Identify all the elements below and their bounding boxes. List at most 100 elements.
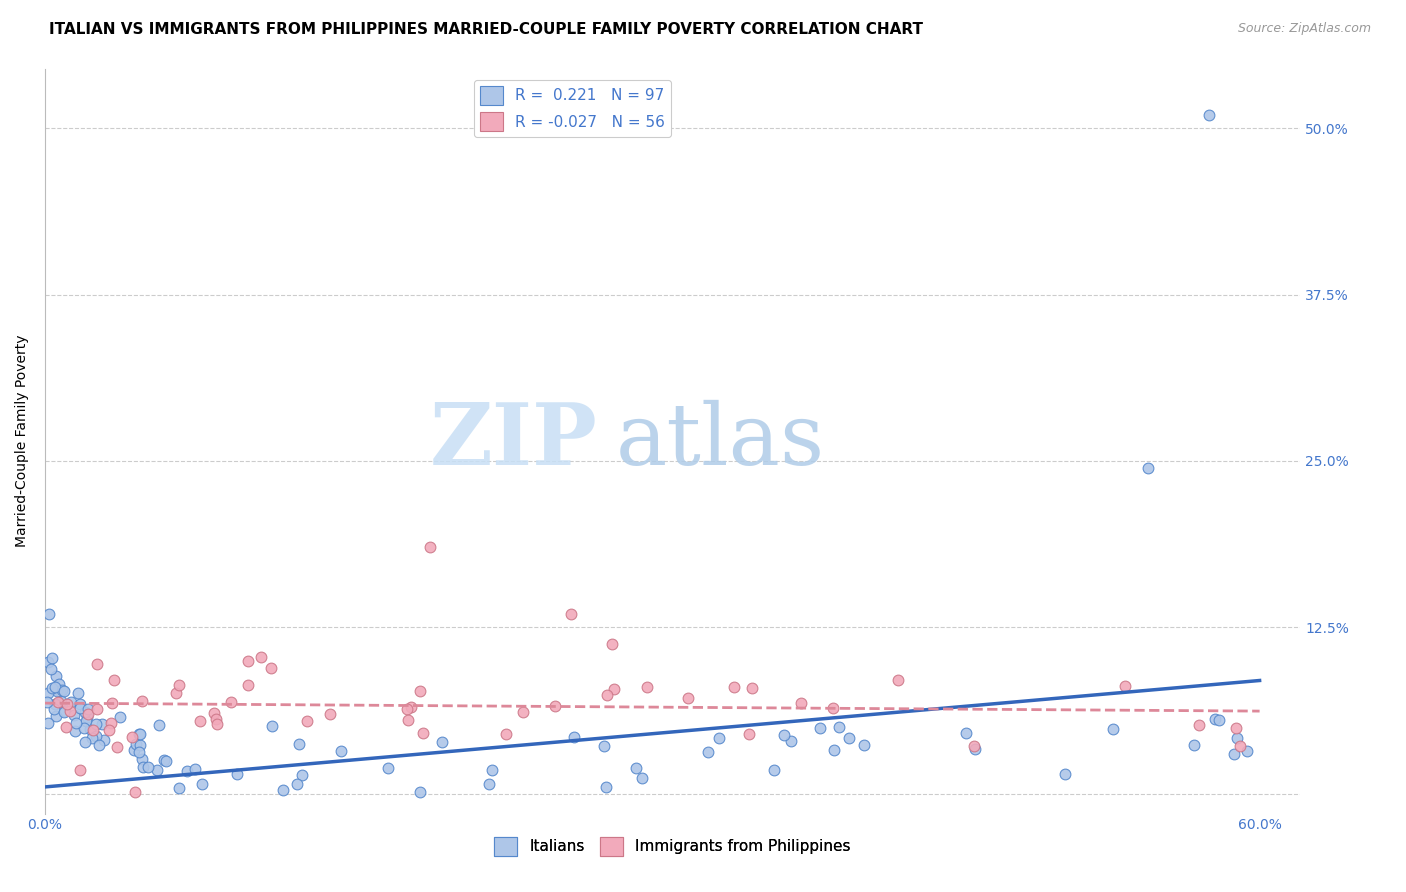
Point (260, 719, 283, 733)
Point (100, 716, 122, 731)
Point (66, 686, 89, 700)
Point (103, 673, 125, 687)
Point (1137, 460, 1160, 475)
Point (77, 702, 100, 716)
Point (772, 728, 794, 742)
Point (823, 742, 845, 756)
Point (76, 706, 98, 721)
Point (823, 701, 845, 715)
Point (319, 707, 342, 722)
Point (110, 710, 132, 724)
Point (432, 735, 454, 749)
Point (295, 714, 318, 729)
Point (963, 739, 986, 753)
Point (37, 715, 59, 730)
Point (82, 723, 104, 737)
Point (44, 680, 66, 694)
Point (596, 689, 619, 703)
Point (121, 730, 143, 744)
Point (780, 734, 803, 748)
Point (59, 704, 82, 718)
Point (131, 694, 153, 708)
Point (1236, 744, 1258, 758)
Point (91, 716, 114, 731)
Point (219, 695, 242, 709)
Point (37, 686, 59, 700)
Point (636, 680, 658, 694)
Point (45, 669, 67, 683)
Point (53, 705, 76, 719)
Point (852, 738, 875, 752)
Point (51, 694, 73, 708)
Point (39, 662, 62, 676)
Point (412, 726, 434, 740)
Point (790, 697, 813, 711)
Point (709, 731, 731, 746)
Point (37, 655, 59, 669)
Point (59, 695, 82, 709)
Point (285, 777, 308, 791)
Point (630, 771, 652, 785)
Text: Source: ZipAtlas.com: Source: ZipAtlas.com (1237, 22, 1371, 36)
Point (98, 723, 121, 737)
Point (190, 777, 212, 791)
Point (288, 737, 311, 751)
Point (330, 744, 353, 758)
Point (56, 697, 79, 711)
Point (696, 745, 718, 759)
Point (396, 713, 419, 727)
Point (723, 680, 745, 694)
Point (153, 753, 176, 767)
Point (202, 706, 225, 720)
Point (963, 742, 986, 756)
Point (75, 714, 97, 728)
Point (409, 784, 432, 798)
Point (512, 705, 534, 719)
Point (560, 607, 582, 621)
Point (184, 762, 207, 776)
Point (86, 717, 108, 731)
Point (1054, 767, 1077, 781)
Point (155, 754, 177, 768)
Point (125, 737, 148, 751)
Point (1204, 712, 1226, 726)
Point (624, 761, 647, 775)
Point (69, 763, 91, 777)
Point (225, 767, 247, 781)
Text: atlas: atlas (616, 400, 825, 483)
Point (44, 697, 66, 711)
Text: ITALIAN VS IMMIGRANTS FROM PHILIPPINES MARRIED-COUPLE FAMILY POVERTY CORRELATION: ITALIAN VS IMMIGRANTS FROM PHILIPPINES M… (49, 22, 924, 37)
Point (271, 782, 294, 797)
Point (260, 660, 283, 674)
Point (41, 651, 63, 665)
Point (595, 780, 617, 794)
Point (129, 738, 152, 752)
Point (593, 739, 616, 754)
Point (37, 695, 59, 709)
Point (69, 698, 91, 712)
Point (42, 702, 65, 716)
Point (1229, 739, 1251, 753)
Point (495, 727, 517, 741)
Point (408, 684, 430, 698)
Point (76, 710, 98, 724)
Point (167, 678, 190, 692)
Point (478, 777, 501, 791)
Point (48, 695, 70, 709)
Point (828, 720, 851, 734)
Point (128, 745, 150, 759)
Point (45, 684, 67, 698)
Point (69, 701, 91, 715)
Point (124, 785, 146, 799)
Point (49, 683, 72, 698)
Point (762, 764, 785, 778)
Point (955, 725, 977, 739)
Point (51, 683, 73, 698)
Point (52, 683, 75, 698)
Point (84, 729, 107, 743)
Point (86, 657, 108, 672)
Point (136, 760, 159, 774)
Point (1223, 747, 1246, 761)
Point (165, 685, 187, 699)
Point (73, 705, 96, 719)
